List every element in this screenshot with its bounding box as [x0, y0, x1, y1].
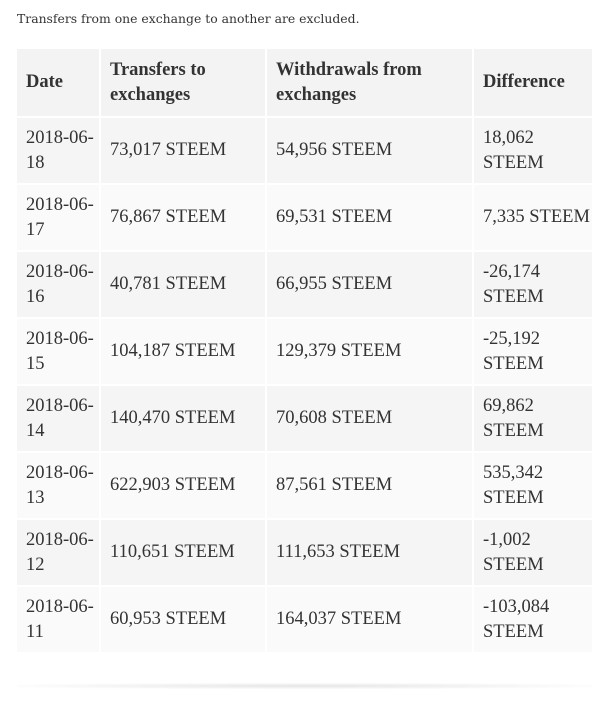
- header-difference: Difference: [473, 49, 592, 118]
- cell-transfers-to: 110,651 STEEM: [100, 519, 267, 587]
- cell-withdrawals-from: 164,037 STEEM: [266, 586, 474, 654]
- header-transfers-to-label: Transfers to exchanges: [110, 59, 206, 105]
- cell-date: 2018-06-18: [17, 117, 101, 185]
- cell-date-text: 2018-06-12: [26, 529, 94, 575]
- table-row: 2018-06-15 104,187 STEEM 129,379 STEEM -…: [17, 318, 592, 386]
- cell-difference-text: -26,174 STEEM: [483, 261, 544, 307]
- table-row: 2018-06-13 622,903 STEEM 87,561 STEEM 53…: [17, 452, 592, 520]
- cell-date: 2018-06-15: [17, 318, 101, 386]
- cell-date: 2018-06-13: [17, 452, 101, 520]
- cell-date-text: 2018-06-11: [26, 596, 94, 642]
- section-divider: [17, 683, 592, 689]
- cell-difference: 7,335 STEEM: [473, 184, 592, 252]
- cell-withdrawals-from-text: 87,561 STEEM: [276, 475, 393, 495]
- cell-difference-text: -103,084 STEEM: [483, 596, 550, 642]
- cell-withdrawals-from-text: 164,037 STEEM: [276, 609, 402, 629]
- cell-difference: -26,174 STEEM: [473, 251, 592, 319]
- cell-withdrawals-from: 69,531 STEEM: [266, 184, 474, 252]
- cell-difference: -25,192 STEEM: [473, 318, 592, 386]
- table-row: 2018-06-14 140,470 STEEM 70,608 STEEM 69…: [17, 385, 592, 453]
- cell-transfers-to: 40,781 STEEM: [100, 251, 267, 319]
- cell-difference: 535,342 STEEM: [473, 452, 592, 520]
- cell-withdrawals-from-text: 54,956 STEEM: [276, 140, 393, 160]
- cell-transfers-to: 73,017 STEEM: [100, 117, 267, 185]
- cell-transfers-to: 622,903 STEEM: [100, 452, 267, 520]
- cell-transfers-to: 140,470 STEEM: [100, 385, 267, 453]
- cell-transfers-to-text: 110,651 STEEM: [110, 542, 235, 562]
- cell-transfers-to-text: 622,903 STEEM: [110, 475, 236, 495]
- cell-withdrawals-from-text: 70,608 STEEM: [276, 408, 393, 428]
- cell-withdrawals-from-text: 66,955 STEEM: [276, 274, 393, 294]
- cell-transfers-to: 76,867 STEEM: [100, 184, 267, 252]
- cell-difference-text: -1,002 STEEM: [483, 529, 544, 575]
- cell-transfers-to-text: 140,470 STEEM: [110, 408, 236, 428]
- cell-date-text: 2018-06-18: [26, 127, 94, 173]
- cell-difference: -103,084 STEEM: [473, 586, 592, 654]
- cell-date: 2018-06-11: [17, 586, 101, 654]
- cell-difference: 18,062 STEEM: [473, 117, 592, 185]
- table-header-row: Date Transfers to exchanges Withdrawals …: [17, 49, 592, 118]
- table-row: 2018-06-18 73,017 STEEM 54,956 STEEM 18,…: [17, 117, 592, 185]
- header-difference-label: Difference: [483, 72, 565, 92]
- cell-withdrawals-from: 87,561 STEEM: [266, 452, 474, 520]
- cell-transfers-to-text: 73,017 STEEM: [110, 140, 227, 160]
- cell-difference: 69,862 STEEM: [473, 385, 592, 453]
- cell-withdrawals-from-text: 129,379 STEEM: [276, 341, 402, 361]
- cell-transfers-to-text: 60,953 STEEM: [110, 609, 227, 629]
- cell-date: 2018-06-16: [17, 251, 101, 319]
- cell-difference-text: 535,342 STEEM: [483, 462, 544, 508]
- cell-date-text: 2018-06-17: [26, 194, 94, 240]
- cell-date-text: 2018-06-13: [26, 462, 94, 508]
- cell-withdrawals-from: 129,379 STEEM: [266, 318, 474, 386]
- cell-transfers-to: 104,187 STEEM: [100, 318, 267, 386]
- cell-withdrawals-from-text: 111,653 STEEM: [276, 542, 401, 562]
- cell-transfers-to: 60,953 STEEM: [100, 586, 267, 654]
- cell-withdrawals-from: 66,955 STEEM: [266, 251, 474, 319]
- cell-date: 2018-06-12: [17, 519, 101, 587]
- exchange-transfers-table: Date Transfers to exchanges Withdrawals …: [17, 49, 592, 654]
- table-caption-note: Transfers from one exchange to another a…: [17, 11, 360, 26]
- cell-date-text: 2018-06-16: [26, 261, 94, 307]
- cell-transfers-to-text: 76,867 STEEM: [110, 207, 227, 227]
- cell-date: 2018-06-14: [17, 385, 101, 453]
- cell-difference-text: 7,335 STEEM: [483, 207, 590, 227]
- cell-withdrawals-from: 54,956 STEEM: [266, 117, 474, 185]
- header-transfers-to: Transfers to exchanges: [100, 49, 267, 118]
- header-date: Date: [17, 49, 101, 118]
- cell-withdrawals-from: 111,653 STEEM: [266, 519, 474, 587]
- cell-date: 2018-06-17: [17, 184, 101, 252]
- header-date-label: Date: [26, 72, 63, 92]
- table-row: 2018-06-11 60,953 STEEM 164,037 STEEM -1…: [17, 586, 592, 654]
- header-withdrawals-from: Withdrawals from exchanges: [266, 49, 474, 118]
- cell-date-text: 2018-06-14: [26, 395, 94, 441]
- cell-difference: -1,002 STEEM: [473, 519, 592, 587]
- table-row: 2018-06-12 110,651 STEEM 111,653 STEEM -…: [17, 519, 592, 587]
- table-row: 2018-06-17 76,867 STEEM 69,531 STEEM 7,3…: [17, 184, 592, 252]
- cell-difference-text: 69,862 STEEM: [483, 395, 544, 441]
- cell-transfers-to-text: 104,187 STEEM: [110, 341, 236, 361]
- cell-difference-text: 18,062 STEEM: [483, 127, 544, 173]
- header-withdrawals-from-label: Withdrawals from exchanges: [276, 59, 422, 105]
- cell-withdrawals-from-text: 69,531 STEEM: [276, 207, 393, 227]
- cell-withdrawals-from: 70,608 STEEM: [266, 385, 474, 453]
- cell-difference-text: -25,192 STEEM: [483, 328, 544, 374]
- cell-date-text: 2018-06-15: [26, 328, 94, 374]
- cell-transfers-to-text: 40,781 STEEM: [110, 274, 227, 294]
- table-row: 2018-06-16 40,781 STEEM 66,955 STEEM -26…: [17, 251, 592, 319]
